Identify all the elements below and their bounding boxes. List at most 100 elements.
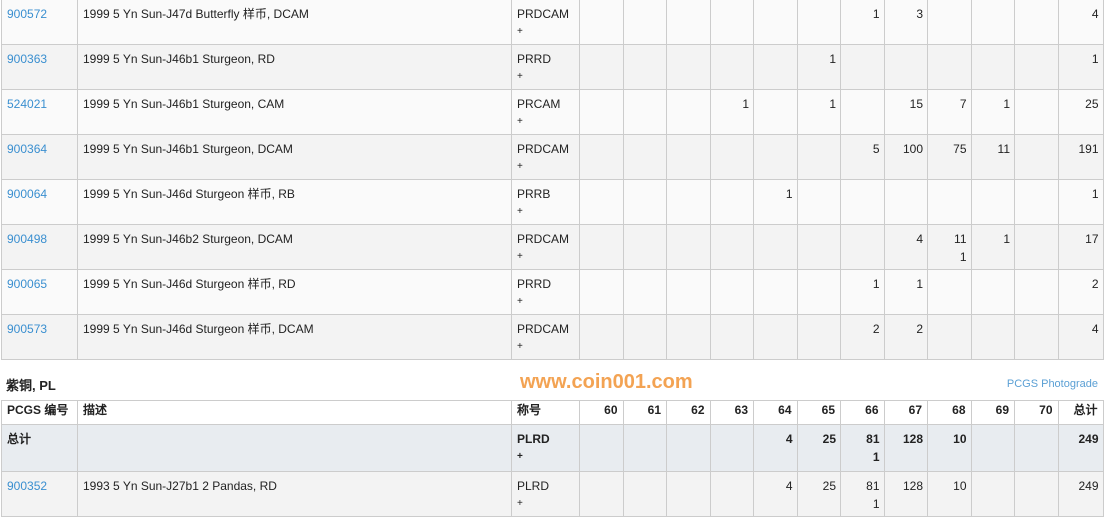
description-cell: 1999 5 Yn Sun-J46d Sturgeon 样币, RD (77, 269, 512, 315)
header-grade-60[interactable]: 60 (579, 400, 624, 425)
header-pcgs-id[interactable]: PCGS 编号 (1, 400, 78, 425)
pcgs-id-link[interactable]: 900352 (7, 479, 48, 493)
grade-62-count (666, 471, 711, 517)
pcgs-id-link[interactable]: 900498 (7, 232, 48, 246)
pcgs-id-link[interactable]: 900065 (7, 277, 48, 291)
designation: PLRD (517, 479, 550, 493)
grade-65-count (796, 134, 841, 180)
count-value: 1 (785, 187, 793, 201)
pcgs-id-link[interactable]: 524021 (7, 97, 48, 111)
pcgs-id-link[interactable]: 900364 (7, 142, 48, 156)
grade-63-count (709, 424, 754, 472)
photograde-link[interactable]: PCGS Photograde (1006, 378, 1098, 390)
grade-66-count[interactable]: 81 1 (840, 424, 885, 472)
grade-67-count[interactable]: 128 (883, 471, 928, 517)
grade-64-count[interactable]: 1 (753, 179, 798, 225)
grade-66-count[interactable]: 1 (840, 269, 885, 315)
grade-66-count[interactable]: 5 (840, 134, 885, 180)
grade-65-count[interactable]: 1 (796, 89, 841, 135)
description-cell: 1993 5 Yn Sun-J27b1 2 Pandas, RD (77, 471, 512, 517)
grade-68-count (927, 179, 972, 225)
grade-68-count[interactable]: 10 (927, 471, 972, 517)
grade-70-count (1014, 44, 1059, 90)
grade-67-count[interactable]: 3 (883, 0, 928, 45)
grade-67-count[interactable]: 15 (883, 89, 928, 135)
header-grade-69[interactable]: 69 (970, 400, 1015, 425)
grade-65-count (796, 0, 841, 45)
pcgs-id-cell: 900065 (1, 269, 78, 315)
grade-67-count[interactable]: 4 (883, 224, 928, 270)
grade-64-count[interactable]: 4 (753, 471, 798, 517)
designation: PRDCAM (517, 232, 570, 246)
designation-cell: PLRD + (511, 424, 580, 472)
header-grade-65[interactable]: 65 (796, 400, 841, 425)
grade-62-count (666, 224, 711, 270)
count-value: 1 (1003, 232, 1010, 246)
grade-62-count (666, 44, 711, 90)
grade-69-count[interactable]: 1 (970, 89, 1015, 135)
grade-60-count (579, 89, 624, 135)
grade-67-count[interactable]: 100 (883, 134, 928, 180)
header-grade-64[interactable]: 64 (753, 400, 798, 425)
header-grade-67[interactable]: 67 (883, 400, 928, 425)
header-grade-70[interactable]: 70 (1014, 400, 1059, 425)
designation: PRRB (517, 187, 551, 201)
plus-count: 1 (959, 250, 967, 264)
header-total[interactable]: 总计 (1057, 400, 1104, 425)
pcgs-id-link[interactable]: 900572 (7, 7, 48, 21)
plus-marker: + (517, 296, 523, 307)
grade-66-count[interactable]: 1 (840, 0, 885, 45)
grade-67-count[interactable]: 1 (883, 269, 928, 315)
grade-61-count (622, 424, 667, 472)
count-value: 4 (785, 479, 793, 493)
table-row: 900573 1999 5 Yn Sun-J46d Sturgeon 样币, DC… (1, 314, 1104, 360)
grade-65-count[interactable]: 25 (796, 424, 841, 472)
pcgs-id-link[interactable]: 900573 (7, 322, 48, 336)
grade-60-count (579, 179, 624, 225)
header-description[interactable]: 描述 (77, 400, 512, 425)
total-row: 总计 PLRD +4 25 81 1 128 10 249 (1, 424, 1104, 472)
pcgs-id-link[interactable]: 900064 (7, 187, 48, 201)
designation: PRRD (517, 52, 552, 66)
grade-68-count[interactable]: 75 (927, 134, 972, 180)
designation-cell: PRRD + (511, 269, 580, 315)
pcgs-id-link[interactable]: 900363 (7, 52, 48, 66)
grade-69-count (970, 471, 1015, 517)
table-row: 900498 1999 5 Yn Sun-J46b2 Sturgeon, DCAM… (1, 224, 1104, 270)
grade-68-count (927, 44, 972, 90)
count-value: 81 (866, 432, 880, 446)
designation-cell: PRDCAM + (511, 134, 580, 180)
grade-69-count[interactable]: 1 (970, 224, 1015, 270)
total-cell: 1 (1057, 44, 1104, 90)
watermark: www.coin001.com (520, 371, 693, 393)
designation-cell: PRRB + (511, 179, 580, 225)
grade-65-count[interactable]: 25 (796, 471, 841, 517)
grade-68-count[interactable]: 10 (927, 424, 972, 472)
pcgs-id-cell: 900573 (1, 314, 78, 360)
grade-66-count[interactable]: 2 (840, 314, 885, 360)
header-grade-68[interactable]: 68 (927, 400, 972, 425)
count-value: 100 (902, 142, 923, 156)
grade-68-count[interactable]: 7 (927, 89, 972, 135)
header-grade-66[interactable]: 66 (840, 400, 885, 425)
plus-count: 1 (872, 450, 880, 464)
grade-69-count[interactable]: 11 (970, 134, 1015, 180)
designation-cell: PLRD + (511, 471, 580, 517)
grade-66-count (840, 44, 885, 90)
grade-66-count[interactable]: 81 1 (840, 471, 885, 517)
grade-65-count (796, 224, 841, 270)
header-grade-62[interactable]: 62 (666, 400, 711, 425)
grade-68-count[interactable]: 11 1 (927, 224, 972, 270)
header-grade-63[interactable]: 63 (709, 400, 754, 425)
grade-62-count (666, 179, 711, 225)
grade-63-count[interactable]: 1 (709, 89, 754, 135)
header-designation[interactable]: 称号 (511, 400, 580, 425)
grade-64-count[interactable]: 4 (753, 424, 798, 472)
header-grade-61[interactable]: 61 (622, 400, 667, 425)
plus-marker: + (517, 498, 523, 509)
grade-67-count[interactable]: 128 (883, 424, 928, 472)
description-cell: 1999 5 Yn Sun-J47d Butterfly 样币, DCAM (77, 0, 512, 45)
grade-67-count[interactable]: 2 (883, 314, 928, 360)
count-value: 7 (959, 97, 967, 111)
grade-65-count[interactable]: 1 (796, 44, 841, 90)
